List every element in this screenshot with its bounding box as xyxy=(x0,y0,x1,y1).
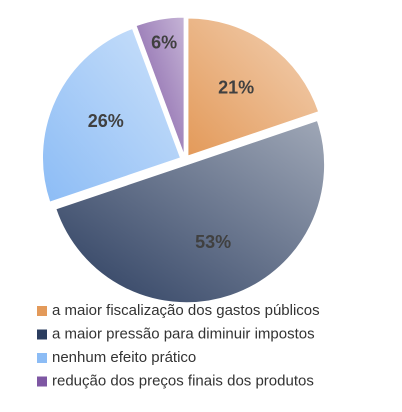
pie-slice xyxy=(55,119,326,304)
legend-swatch xyxy=(37,306,47,316)
pie-slice xyxy=(42,27,182,203)
slice-label: 6% xyxy=(151,32,177,52)
legend-label: a maior pressão para diminuir impostos xyxy=(52,325,315,342)
legend-swatch xyxy=(37,353,47,363)
legend-label: a maior fiscalização dos gastos públicos xyxy=(52,302,320,319)
slice-label: 53% xyxy=(195,232,231,252)
pie-slice xyxy=(187,17,320,157)
legend-swatch xyxy=(37,329,47,340)
slice-label: 26% xyxy=(88,111,124,131)
pie-slice xyxy=(135,16,185,156)
legend-label: redução dos preços finais dos produtos xyxy=(52,372,314,389)
slice-label: 21% xyxy=(218,77,254,97)
legend-swatch xyxy=(37,376,47,387)
legend-label: nenhum efeito prático xyxy=(52,349,196,366)
